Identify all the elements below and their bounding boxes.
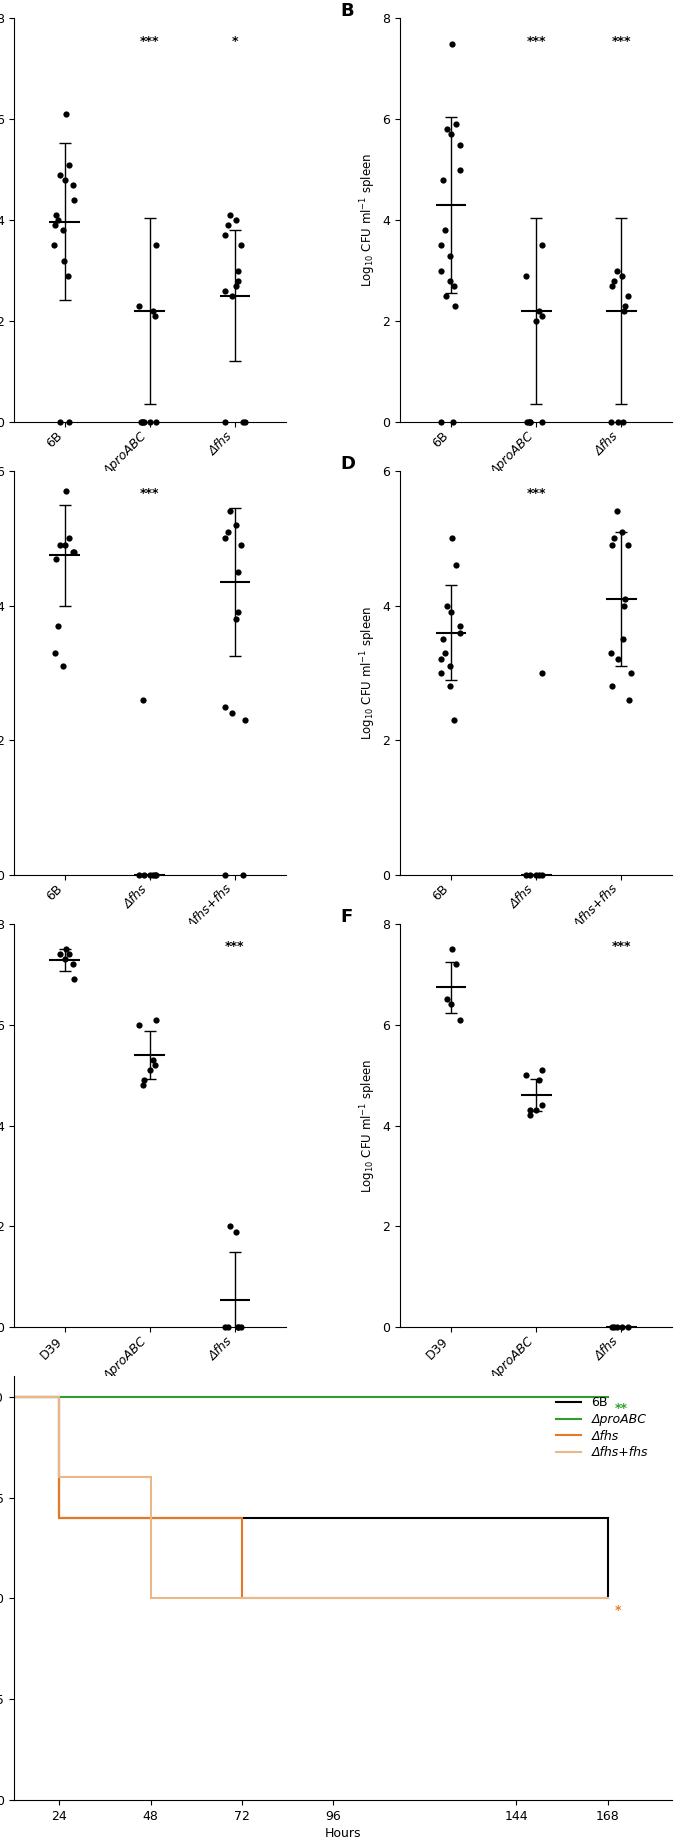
Text: ***: *** [140,487,160,500]
Text: B: B [340,2,354,20]
Text: ***: *** [526,35,546,48]
Y-axis label: Log$_{10}$ CFU ml$^{-1}$ spleen: Log$_{10}$ CFU ml$^{-1}$ spleen [359,1058,378,1192]
Text: *: * [232,35,238,48]
Text: *: * [615,1604,622,1617]
Legend: 6B, ΔproABC, Δfhs, Δfhs+fhs: 6B, ΔproABC, Δfhs, Δfhs+fhs [552,1391,653,1464]
Text: ***: *** [611,35,631,48]
Text: ***: *** [140,35,160,48]
Text: F: F [340,907,353,926]
Y-axis label: Log$_{10}$ CFU ml$^{-1}$ spleen: Log$_{10}$ CFU ml$^{-1}$ spleen [359,152,378,287]
Text: ***: *** [526,487,546,500]
Text: **: ** [615,1402,628,1414]
Text: ***: *** [611,941,631,953]
Text: ***: *** [225,941,245,953]
Text: D: D [340,456,355,472]
X-axis label: Hours: Hours [324,1828,362,1837]
Y-axis label: Log$_{10}$ CFU ml$^{-1}$ spleen: Log$_{10}$ CFU ml$^{-1}$ spleen [359,606,378,740]
